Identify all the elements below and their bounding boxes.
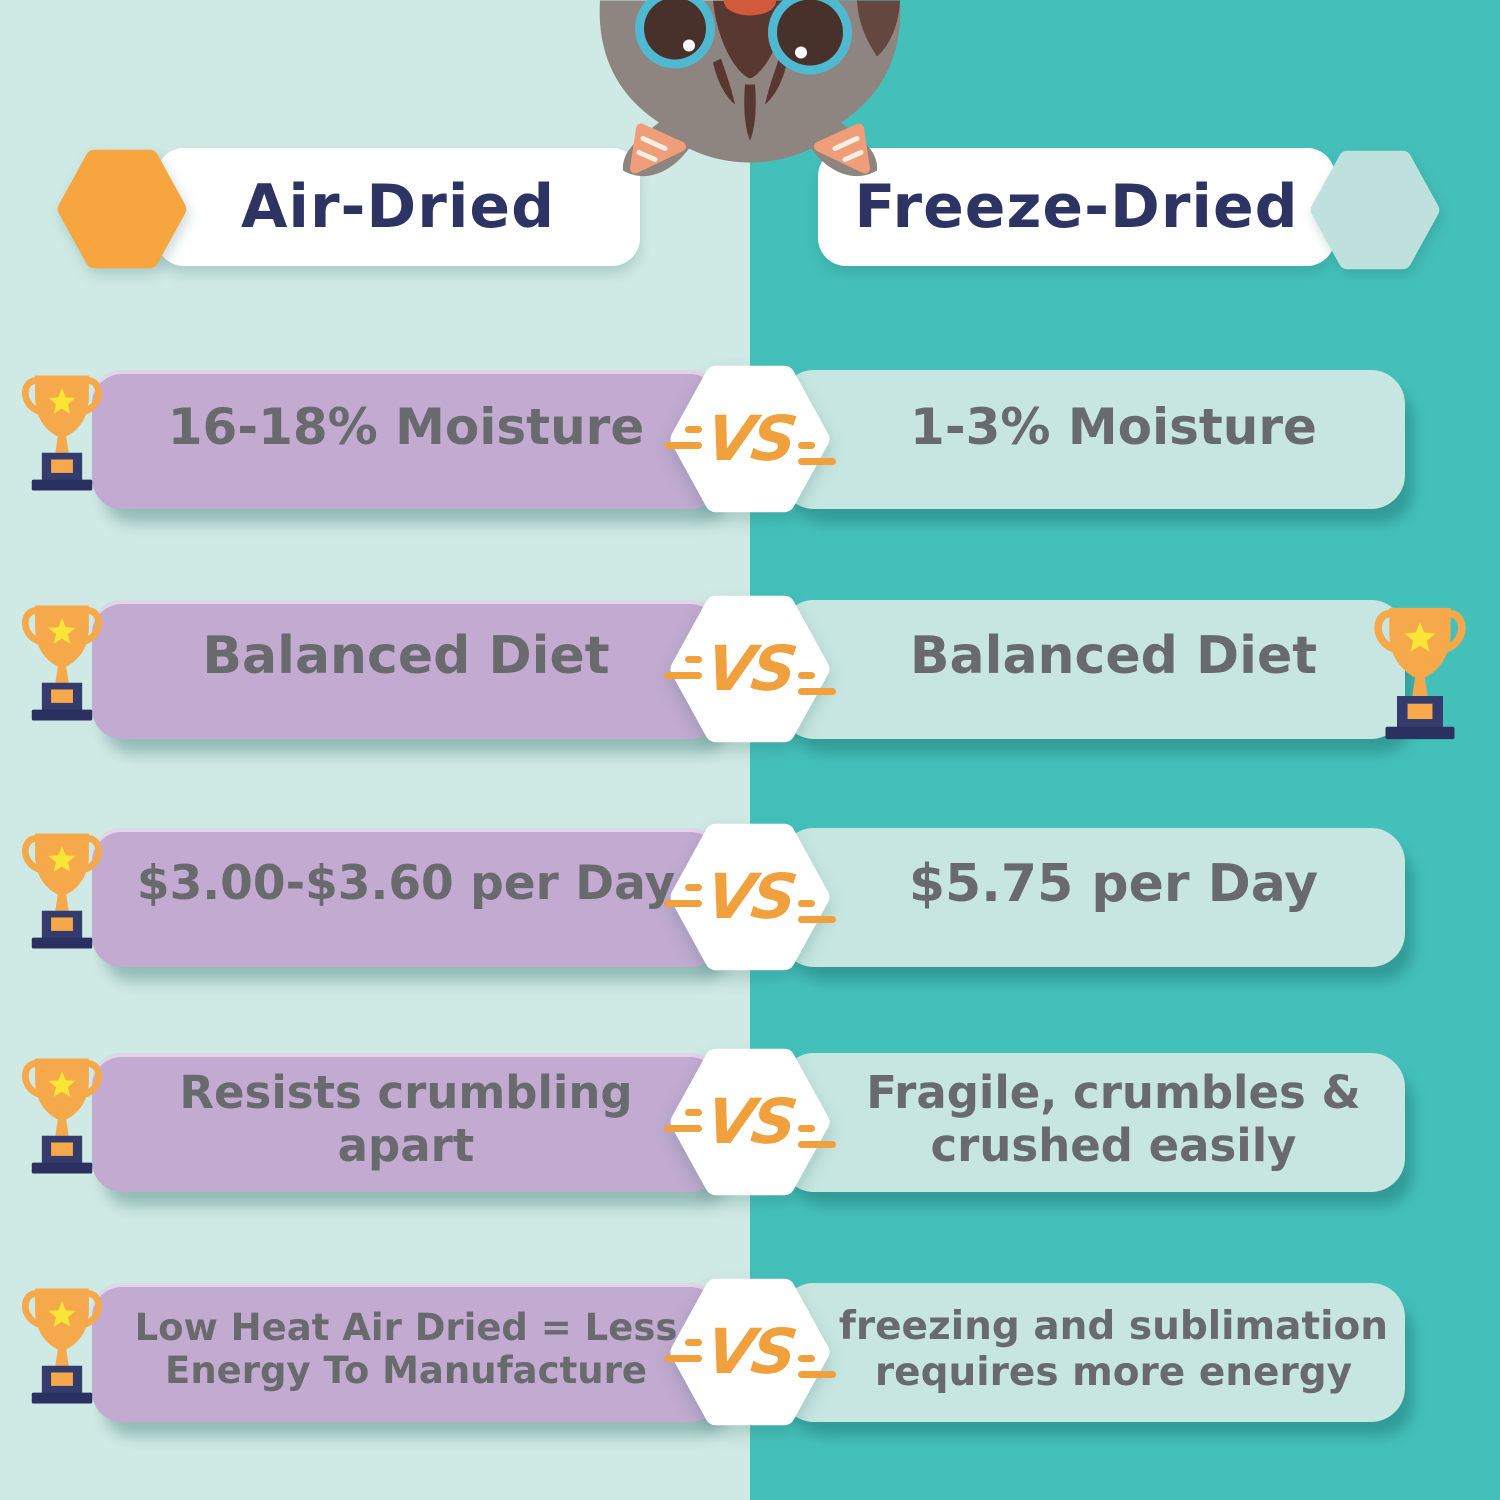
row-cost-per-day: $3.00-$3.60 per Day $5.75 per Day VS xyxy=(0,823,1500,988)
cat-fur-patch xyxy=(857,0,900,57)
speed-lines-left xyxy=(663,1338,702,1362)
trophy-icon xyxy=(22,1288,102,1404)
header-air-dried-label: Air-Dried xyxy=(240,172,556,242)
row-balanced-diet: Balanced Diet Balanced Diet xyxy=(0,595,1500,760)
freeze-dried-cost-pill: $5.75 per Day xyxy=(780,828,1405,967)
freeze-dried-moisture-text: 1-3% Moisture xyxy=(910,397,1317,456)
vs-hexagon-shape xyxy=(670,365,830,513)
air-dried-energy-text: Low Heat Air Dried = Less Energy To Manu… xyxy=(134,1305,678,1392)
peeking-cat-illustration xyxy=(599,0,901,177)
freeze-dried-energy-text: freezing and sublimation requires more e… xyxy=(838,1304,1389,1395)
row-durability: Resists crumbling apart Fragile, crumble… xyxy=(0,1048,1500,1213)
header-freeze-dried: Freeze-Dried xyxy=(818,148,1335,266)
freeze-dried-moisture-pill: 1-3% Moisture xyxy=(780,370,1405,509)
speed-lines-right xyxy=(798,671,837,695)
vs-label: VS xyxy=(701,1315,799,1388)
air-dried-cost-pill: $3.00-$3.60 per Day xyxy=(92,828,720,967)
vs-label: VS xyxy=(701,632,799,705)
vs-hexagon-shape xyxy=(670,1048,830,1196)
air-dried-energy-pill: Low Heat Air Dried = Less Energy To Manu… xyxy=(92,1283,720,1422)
air-dried-cost-text: $3.00-$3.60 per Day xyxy=(136,856,676,912)
air-dried-diet-pill: Balanced Diet xyxy=(92,600,720,739)
speed-lines-left xyxy=(663,425,702,449)
vs-hexagon-badge: VS xyxy=(663,360,837,518)
trophy-icon xyxy=(22,605,102,721)
row-energy: Low Heat Air Dried = Less Energy To Manu… xyxy=(0,1278,1500,1443)
speed-lines-left xyxy=(663,655,702,679)
air-dried-moisture-text: 16-18% Moisture xyxy=(167,397,645,456)
freeze-dried-diet-text: Balanced Diet xyxy=(909,626,1318,687)
row-moisture: 16-18% Moisture 1-3% Moisture VS xyxy=(0,365,1500,530)
cat-left-ear-highlight xyxy=(636,136,668,162)
trophy-icon xyxy=(22,375,102,491)
speed-lines-left xyxy=(663,883,702,907)
cat-muzzle xyxy=(713,0,787,79)
vs-inner: VS xyxy=(663,1043,837,1201)
vs-inner: VS xyxy=(663,360,837,518)
speed-lines-right xyxy=(798,441,837,465)
air-dried-durability-pill: Resists crumbling apart xyxy=(92,1053,720,1192)
vs-hexagon-badge: VS xyxy=(663,1273,837,1431)
header-air-dried: Air-Dried xyxy=(156,148,640,266)
orange-hexagon xyxy=(57,149,187,269)
cat-left-iris xyxy=(644,0,706,60)
air-dried-durability-text: Resists crumbling apart xyxy=(179,1066,633,1172)
vs-inner: VS xyxy=(663,590,837,748)
vs-hexagon-badge: VS xyxy=(663,1043,837,1201)
cat-stripe-right xyxy=(765,58,787,105)
speed-lines-right xyxy=(798,899,837,923)
vs-hexagon-shape xyxy=(670,595,830,743)
vs-inner: VS xyxy=(663,818,837,976)
cat-right-iris xyxy=(777,0,843,66)
cat-stripe-left xyxy=(713,58,735,105)
vs-label: VS xyxy=(701,402,799,475)
cat-left-eye-highlight xyxy=(683,39,695,52)
vs-hexagon-badge: VS xyxy=(663,818,837,976)
freeze-dried-diet-pill: Balanced Diet xyxy=(780,600,1405,739)
trophy-icon xyxy=(22,833,102,949)
trophy-icon xyxy=(22,1058,102,1174)
vs-label: VS xyxy=(701,1085,799,1158)
trophy-icon xyxy=(1374,607,1466,740)
speed-lines-right xyxy=(798,1124,837,1148)
air-dried-moisture-pill: 16-18% Moisture xyxy=(92,370,720,509)
cat-right-eye-highlight xyxy=(795,46,807,59)
air-dried-diet-text: Balanced Diet xyxy=(202,626,610,687)
freeze-dried-energy-pill: freezing and sublimation requires more e… xyxy=(780,1283,1405,1422)
vs-hexagon-shape xyxy=(670,1278,830,1426)
teal-hexagon xyxy=(1310,150,1440,270)
vs-inner: VS xyxy=(663,1273,837,1431)
cat-nose xyxy=(724,0,776,16)
freeze-dried-durability-text: Fragile, crumbles & crushed easily xyxy=(866,1066,1361,1172)
speed-lines-left xyxy=(663,1108,702,1132)
vs-hexagon-shape xyxy=(670,823,830,971)
vs-hexagon-badge: VS xyxy=(663,590,837,748)
cat-right-ear-highlight xyxy=(832,136,864,162)
header-freeze-dried-label: Freeze-Dried xyxy=(854,172,1299,242)
cat-stripe-center xyxy=(744,84,756,141)
freeze-dried-cost-text: $5.75 per Day xyxy=(908,854,1319,915)
vs-label: VS xyxy=(701,860,799,933)
speed-lines-right xyxy=(798,1354,837,1378)
freeze-dried-durability-pill: Fragile, crumbles & crushed easily xyxy=(780,1053,1405,1192)
